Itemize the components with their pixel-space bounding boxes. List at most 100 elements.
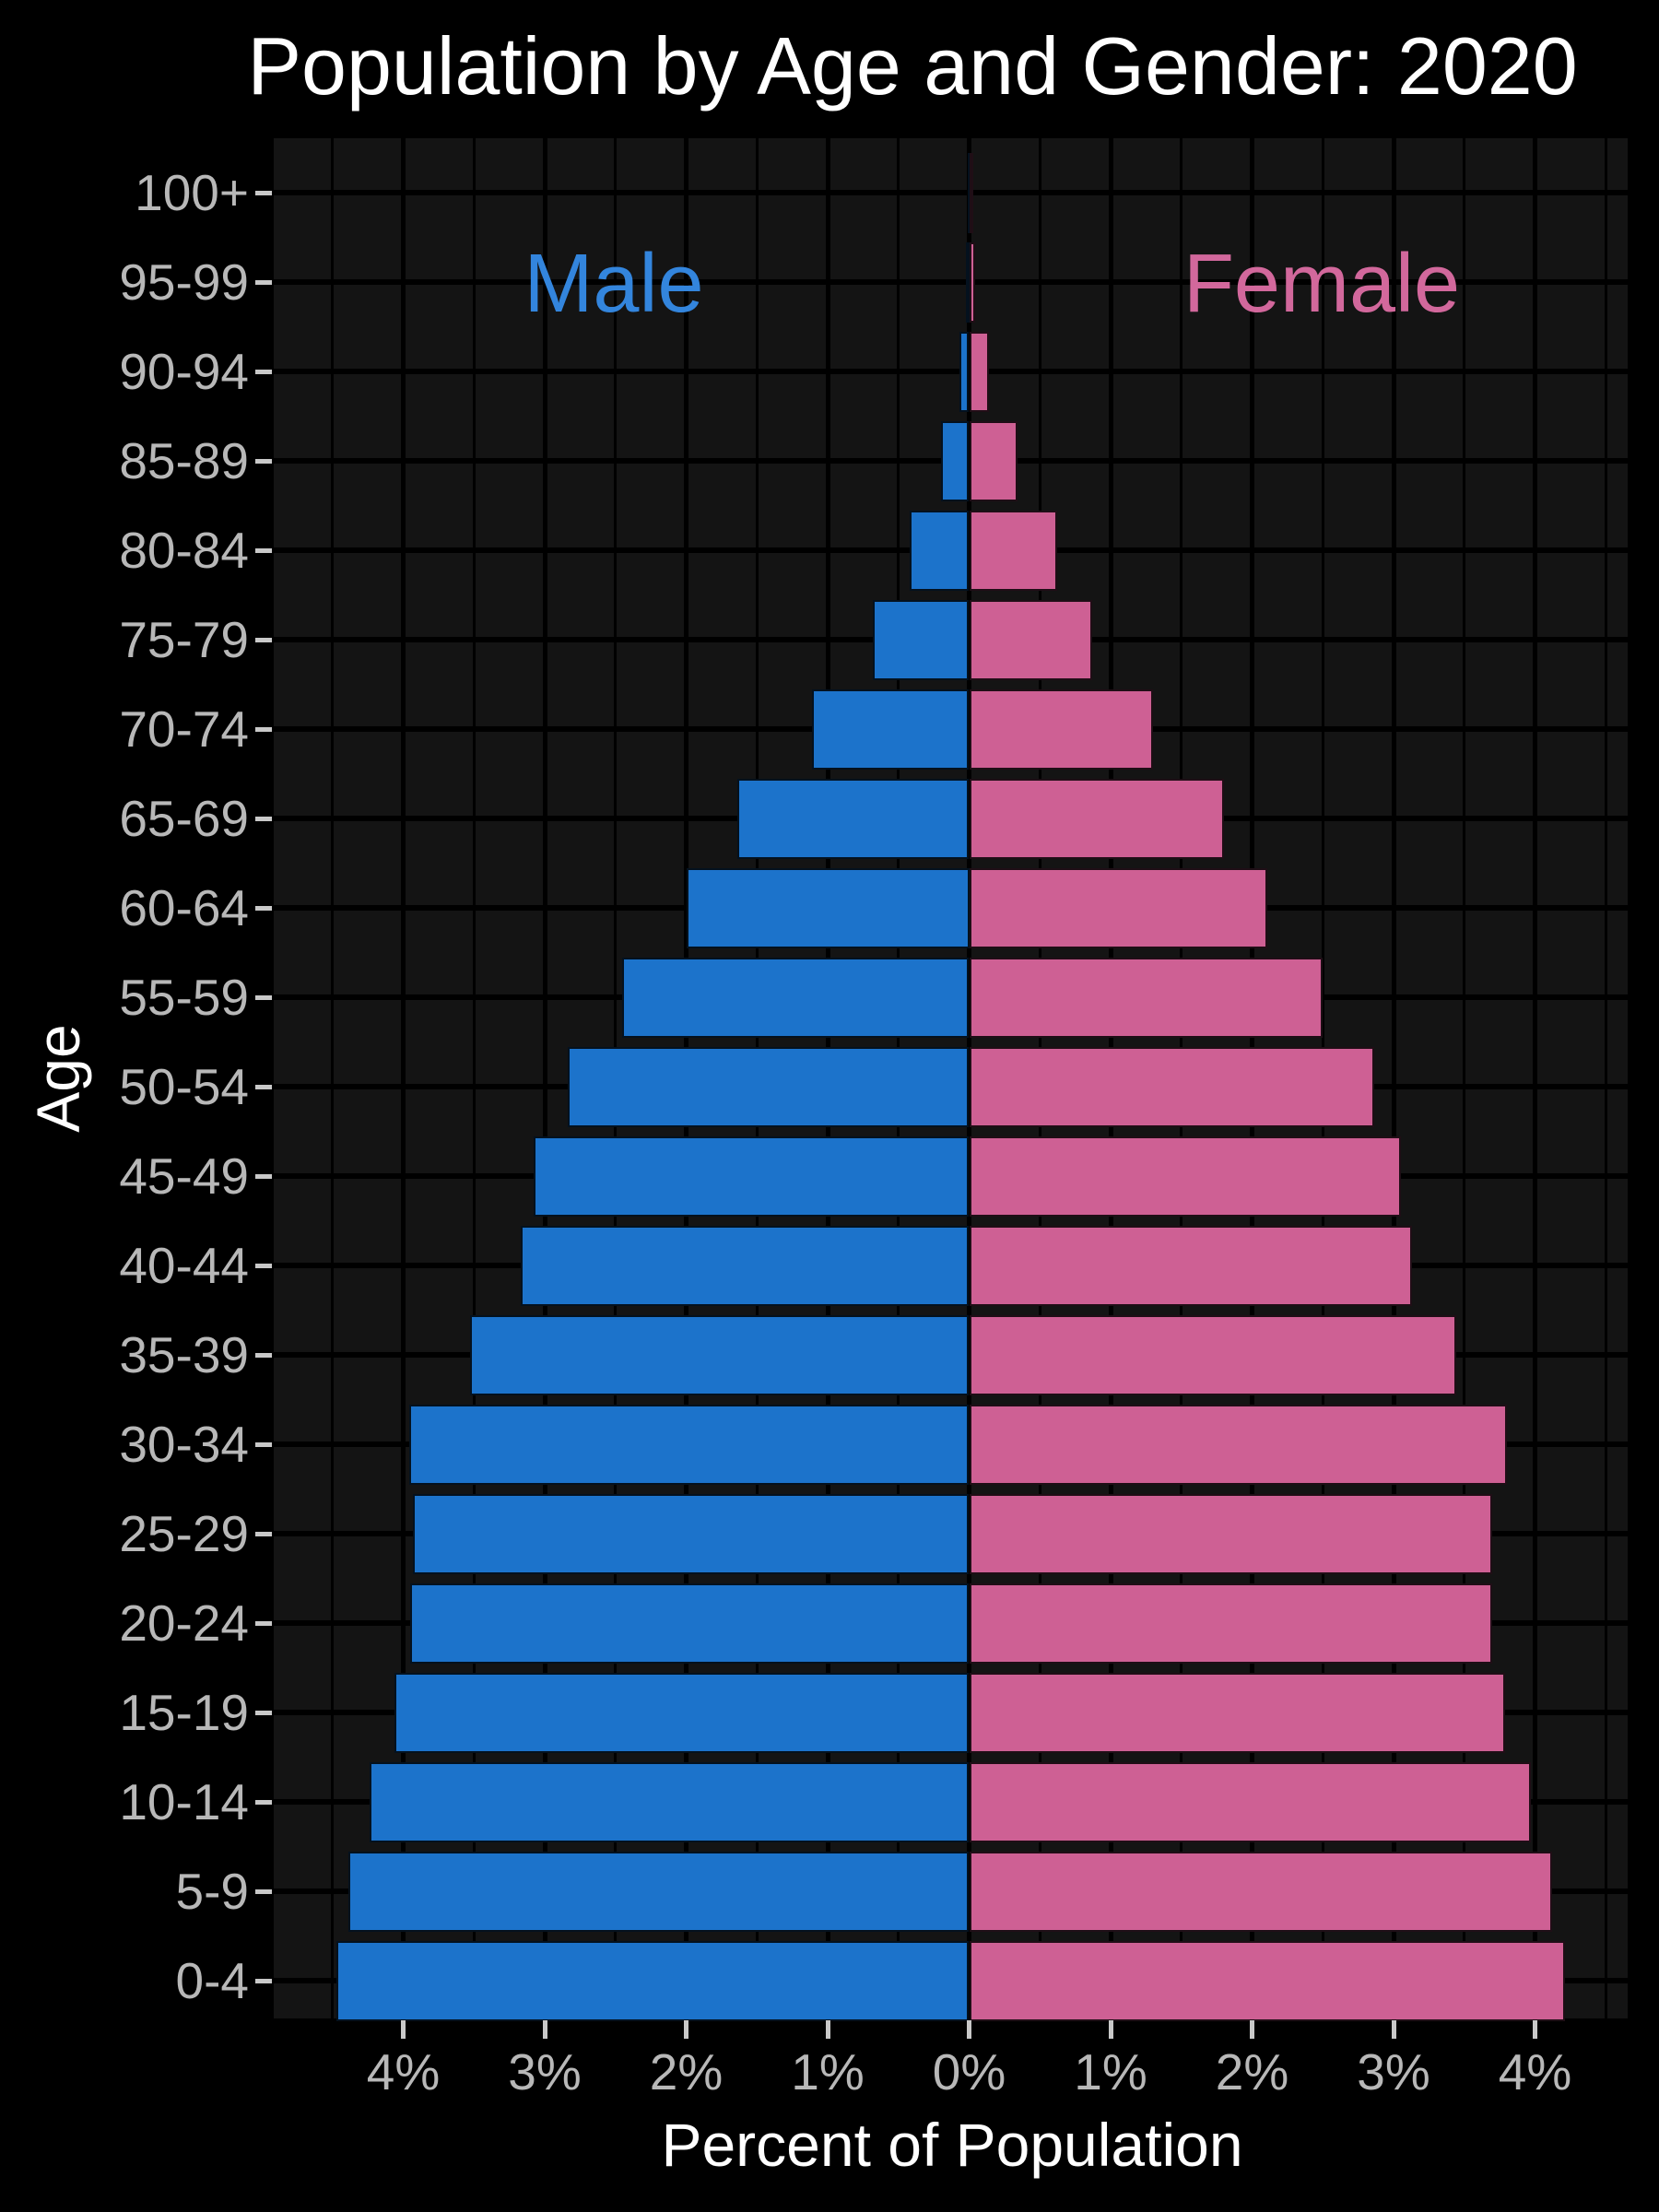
bar-female-45-49	[969, 1135, 1401, 1217]
y-tick-mark	[255, 994, 272, 1000]
bar-male-65-69	[736, 778, 970, 859]
y-tick-label-60-64: 60-64	[119, 879, 249, 936]
plot-panel	[274, 138, 1628, 2021]
y-tick-label-80-84: 80-84	[119, 522, 249, 579]
bar-male-80-84	[910, 510, 970, 591]
bar-male-60-64	[686, 867, 970, 948]
x-tick-label-3: 1%	[791, 2043, 865, 2100]
bar-female-40-44	[969, 1225, 1412, 1306]
y-tick-label-85-89: 85-89	[119, 432, 249, 489]
bar-female-70-74	[969, 688, 1154, 770]
chart-title: Population by Age and Gender: 2020	[247, 20, 1578, 112]
minor-gridline-vertical	[331, 138, 335, 2018]
bar-male-85-89	[940, 420, 970, 501]
bar-male-55-59	[622, 957, 970, 1038]
x-tick-mark	[401, 2020, 406, 2039]
y-tick-label-55-59: 55-59	[119, 969, 249, 1026]
y-tick-label-70-74: 70-74	[119, 700, 249, 758]
major-gridline-vertical	[1533, 138, 1537, 2018]
bar-male-20-24	[410, 1583, 970, 1664]
y-tick-mark	[255, 1441, 272, 1447]
bar-male-0-4	[336, 1940, 970, 2021]
x-tick-label-5: 1%	[1074, 2043, 1147, 2100]
y-tick-label-5-9: 5-9	[175, 1863, 250, 1920]
y-tick-mark	[255, 369, 272, 374]
x-axis-title: Percent of Population	[661, 2111, 1243, 2179]
minor-gridline-vertical	[472, 138, 476, 2018]
bar-female-20-24	[969, 1583, 1493, 1664]
bar-female-30-34	[969, 1404, 1507, 1485]
bar-female-65-69	[969, 778, 1224, 859]
female-series-annotation: Female	[1182, 238, 1461, 330]
y-tick-label-50-54: 50-54	[119, 1058, 249, 1115]
y-tick-label-0-4: 0-4	[175, 1952, 250, 2009]
bar-male-90-94	[959, 331, 970, 412]
x-tick-mark	[684, 2020, 688, 2039]
x-tick-label-2: 2%	[649, 2043, 724, 2100]
major-gridline-horizontal	[274, 279, 1628, 285]
bar-male-40-44	[520, 1225, 970, 1306]
y-tick-label-90-94: 90-94	[119, 343, 249, 400]
y-tick-label-30-34: 30-34	[119, 1416, 249, 1473]
y-tick-mark	[255, 1978, 272, 1983]
bar-female-85-89	[969, 420, 1018, 501]
bar-male-95-99	[966, 241, 971, 323]
y-tick-mark	[255, 1531, 272, 1536]
bar-female-10-14	[969, 1761, 1531, 1842]
y-tick-label-40-44: 40-44	[119, 1237, 249, 1294]
y-tick-mark	[255, 1710, 272, 1715]
y-tick-mark	[255, 458, 272, 464]
y-tick-mark	[255, 1263, 272, 1268]
bar-female-75-79	[969, 599, 1093, 680]
bar-female-60-64	[969, 867, 1268, 948]
y-tick-label-25-29: 25-29	[119, 1505, 249, 1562]
bar-female-55-59	[969, 957, 1324, 1038]
x-tick-label-1: 3%	[508, 2043, 582, 2100]
y-tick-mark	[255, 547, 272, 553]
x-tick-mark	[1108, 2020, 1113, 2039]
y-tick-label-45-49: 45-49	[119, 1147, 249, 1205]
x-tick-mark	[1533, 2020, 1537, 2039]
major-gridline-horizontal	[274, 369, 1628, 374]
y-tick-mark	[255, 190, 272, 195]
y-tick-mark	[255, 1352, 272, 1358]
bar-female-90-94	[969, 331, 989, 412]
bar-female-95-99	[969, 241, 975, 323]
x-tick-label-4: 0%	[932, 2043, 1006, 2100]
x-tick-label-7: 3%	[1357, 2043, 1430, 2100]
bar-female-15-19	[969, 1672, 1506, 1753]
y-tick-mark	[255, 1888, 272, 1894]
bar-male-75-79	[873, 599, 970, 680]
bar-male-45-49	[533, 1135, 970, 1217]
bar-female-35-39	[969, 1314, 1456, 1395]
x-tick-label-8: 4%	[1498, 2043, 1572, 2100]
x-tick-label-6: 2%	[1215, 2043, 1289, 2100]
x-tick-mark	[1250, 2020, 1254, 2039]
y-tick-label-15-19: 15-19	[119, 1684, 249, 1741]
x-tick-mark	[967, 2020, 971, 2039]
y-tick-label-10-14: 10-14	[119, 1773, 249, 1830]
bar-male-70-74	[812, 688, 970, 770]
major-gridline-vertical	[401, 138, 406, 2018]
y-tick-label-65-69: 65-69	[119, 790, 249, 847]
major-gridline-vertical	[542, 138, 547, 2018]
y-tick-label-75-79: 75-79	[119, 611, 249, 668]
major-gridline-vertical	[1391, 138, 1396, 2018]
y-tick-mark	[255, 1799, 272, 1805]
y-tick-mark	[255, 1620, 272, 1626]
bar-male-5-9	[347, 1851, 970, 1932]
y-tick-mark	[255, 637, 272, 642]
bar-female-5-9	[969, 1851, 1552, 1932]
male-series-annotation: Male	[524, 238, 704, 330]
bar-male-10-14	[369, 1761, 970, 1842]
y-tick-label-35-39: 35-39	[119, 1326, 249, 1383]
y-tick-label-20-24: 20-24	[119, 1594, 249, 1652]
bar-male-25-29	[413, 1493, 970, 1574]
bar-male-35-39	[469, 1314, 970, 1395]
bar-female-25-29	[969, 1493, 1493, 1574]
bar-female-100+	[969, 152, 973, 233]
x-tick-mark	[542, 2020, 547, 2039]
minor-gridline-vertical	[1463, 138, 1466, 2018]
major-gridline-horizontal	[274, 190, 1628, 195]
